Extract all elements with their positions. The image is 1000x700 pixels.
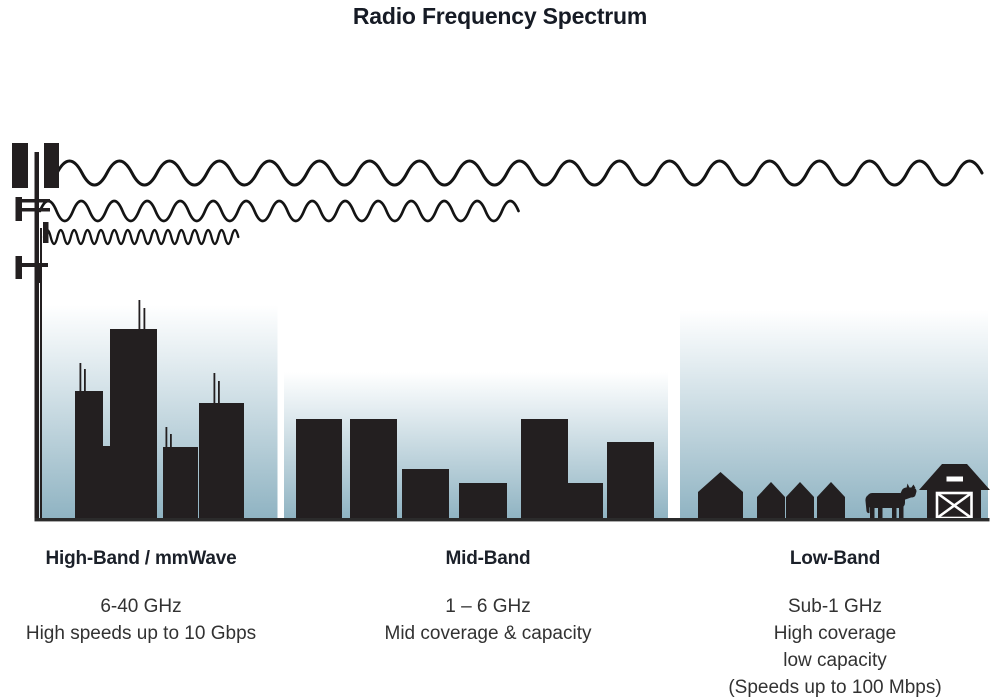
band-label-low: Low-Band Sub-1 GHz High coverage low cap… <box>728 548 941 700</box>
band-detail-line: 1 – 6 GHz <box>445 596 531 617</box>
band-detail-line: High speeds up to 10 Gbps <box>25 623 257 644</box>
house-icon <box>786 482 814 519</box>
page-title: Radio Frequency Spectrum <box>352 3 648 29</box>
barn-loft-vent <box>946 476 963 482</box>
radio-wave-long <box>55 159 984 187</box>
ground-line <box>34 518 990 522</box>
radio-wave-medium <box>38 199 520 223</box>
house-icon <box>817 482 845 519</box>
rooftop-antennas <box>79 300 220 447</box>
radio-wave-short <box>42 228 240 246</box>
band-detail-line: Mid coverage & capacity <box>384 623 592 644</box>
band-label-high: High-Band / mmWave 6-40 GHz High speeds … <box>26 548 256 647</box>
band-detail-line: High coverage <box>773 623 897 644</box>
band-detail-line: 6-40 GHz <box>100 596 182 617</box>
band-detail-line: low capacity <box>783 650 887 671</box>
cow-icon <box>865 483 917 519</box>
high-band-skyline <box>75 300 244 519</box>
house-icon <box>698 472 743 519</box>
barn-icon <box>919 464 990 520</box>
mid-band-buildings <box>296 419 654 519</box>
house-icon <box>757 482 785 519</box>
low-band-houses <box>698 472 845 519</box>
band-detail-line: (Speeds up to 100 Mbps) <box>728 677 942 698</box>
band-heading: Mid-Band <box>445 548 531 569</box>
band-detail-line: Sub-1 GHz <box>788 596 882 617</box>
band-label-mid: Mid-Band 1 – 6 GHz Mid coverage & capaci… <box>385 548 592 647</box>
band-heading: High-Band / mmWave <box>45 548 237 569</box>
band-heading: Low-Band <box>789 548 881 569</box>
cell-tower-icon <box>12 143 59 521</box>
